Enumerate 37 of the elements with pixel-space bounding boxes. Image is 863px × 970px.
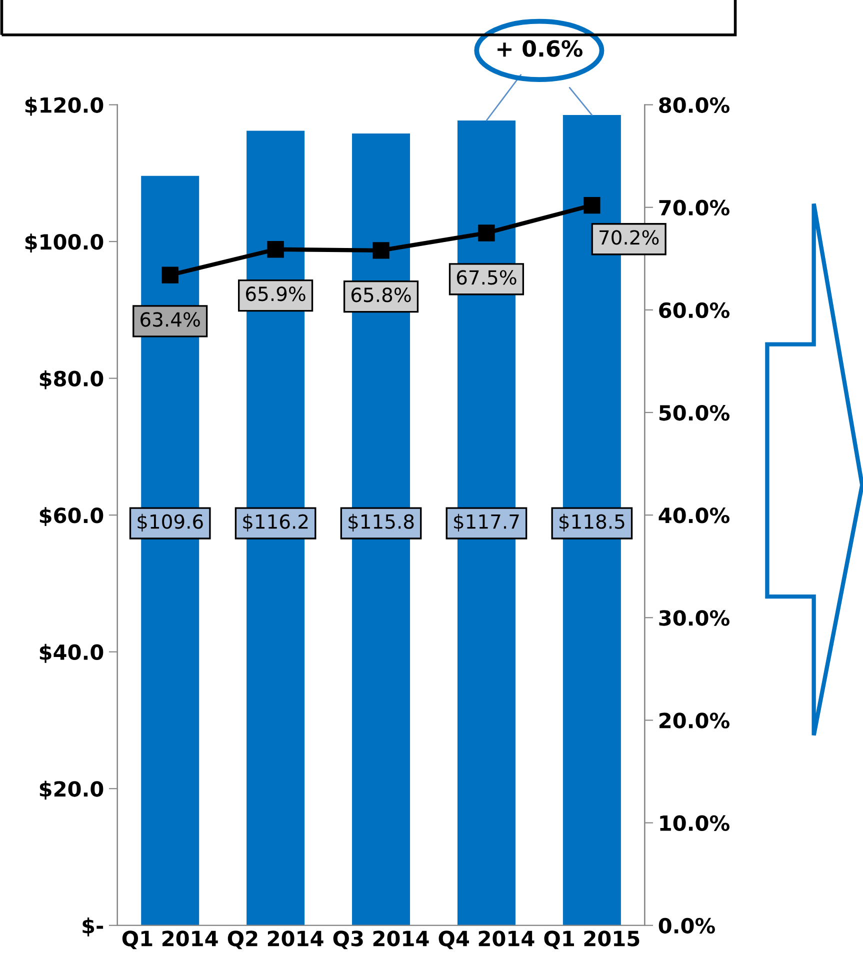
point: [267, 241, 284, 258]
x-tick-label: Q4 2014: [438, 930, 534, 950]
y2-tick-label: 60.0%: [659, 302, 730, 318]
data-label: $117.7: [454, 514, 519, 532]
y-tick-label: $20.0: [40, 780, 104, 800]
point: [478, 224, 495, 242]
data-label: $115.8: [348, 514, 414, 532]
data-label: $116.2: [243, 514, 308, 532]
data-label: 65.9%: [246, 286, 306, 302]
data-label: $118.5: [560, 514, 624, 532]
y2-tick-label: 0.0%: [658, 918, 715, 934]
x-tick-label: Q2 2014: [228, 930, 324, 950]
y2-tick-label: 40.0%: [658, 508, 730, 524]
data-label: $109.6: [138, 514, 203, 532]
point: [584, 196, 600, 214]
annotation: + 0.6%: [498, 40, 582, 57]
x-tick-label: Q1 2015: [544, 930, 640, 950]
y2-tick-label: 50.0%: [659, 404, 730, 421]
x-tick-label: Q1 2014: [122, 930, 218, 950]
y-tick-label: $40.0: [40, 644, 104, 663]
y-tick-label: $100.0: [25, 234, 104, 253]
data-label: 67.5%: [456, 270, 516, 285]
y-tick-label: $-: [82, 917, 104, 936]
y2-tick-label: 70.0%: [659, 200, 730, 216]
data-label: 65.8%: [351, 288, 411, 302]
x-tick-label: Q3 2014: [333, 930, 429, 950]
point: [372, 242, 390, 259]
y-tick-label: $80.0: [40, 370, 104, 390]
y2-tick-label: 30.0%: [659, 610, 730, 626]
point: [162, 266, 178, 284]
data-label: 63.4%: [140, 312, 200, 327]
y2-tick-label: 80.0%: [659, 97, 730, 113]
y-tick-label: $120.0: [25, 96, 104, 116]
y2-tick-label: 20.0%: [660, 712, 730, 728]
y2-tick-label: 10.0%: [660, 815, 730, 832]
data-label: 70.2%: [600, 230, 659, 245]
y-tick-label: $60.0: [40, 507, 104, 526]
